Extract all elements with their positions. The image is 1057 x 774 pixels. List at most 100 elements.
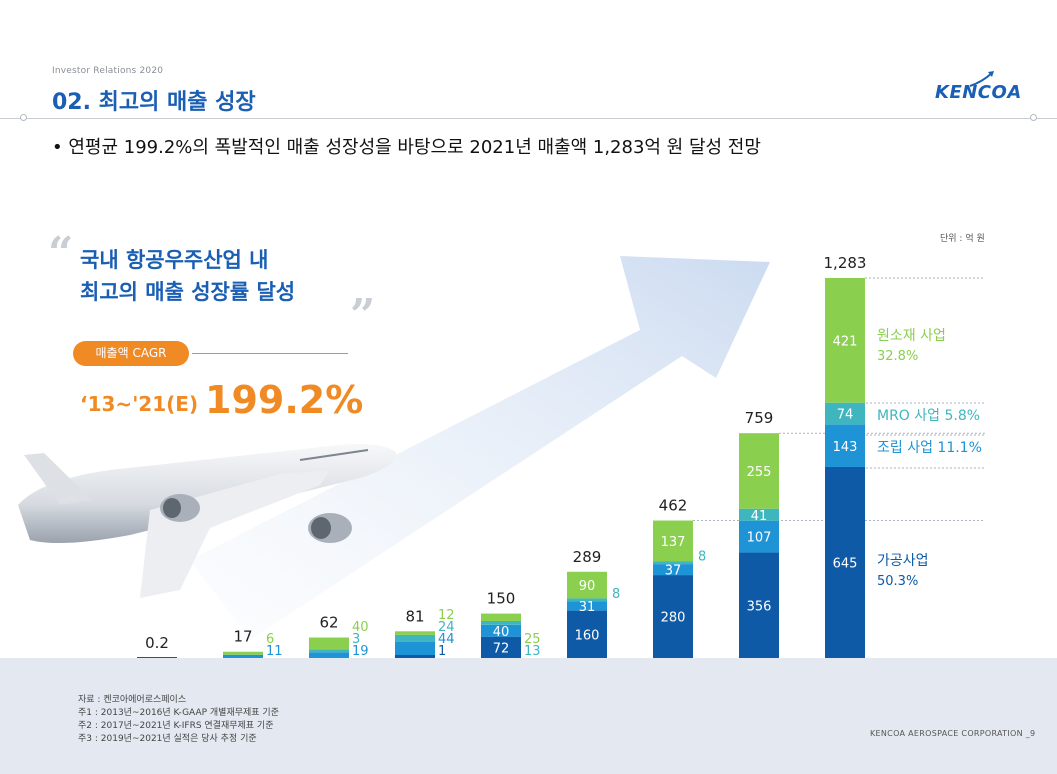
bar-total-label: 17: [233, 628, 252, 646]
note-line: 주2 : 2017년~2021년 K-IFRS 연결재무제표 기준: [78, 721, 274, 731]
segment-value-label: 31: [579, 600, 596, 615]
bar-total-label: 150: [487, 590, 516, 608]
segment-value-label: 137: [661, 535, 686, 550]
segment-value-label: 255: [747, 465, 772, 480]
segment-value-label: 421: [833, 334, 858, 349]
segment-value-label: 3: [352, 632, 360, 647]
bar-segment: [481, 613, 521, 621]
legend-label: 가공사업: [877, 553, 929, 569]
bar-segment: [481, 636, 521, 658]
legend-share: 32.8%: [877, 349, 918, 364]
segment-value-label: 12: [438, 608, 455, 623]
segment-value-label: 280: [661, 611, 686, 626]
cagr-divider: [192, 353, 348, 354]
bar-segment: [223, 651, 263, 655]
bar-segment: [739, 433, 779, 509]
segment-value-label: 90: [579, 579, 596, 594]
slogan: 국내 항공우주산업 내 최고의 매출 성장률 달성: [80, 244, 295, 308]
bar-total-label: 0.2: [145, 634, 169, 652]
bar-segment: [309, 649, 349, 653]
page-title: 02. 최고의 매출 성장: [52, 90, 256, 115]
segment-value-label: 74: [837, 408, 854, 423]
bar-segment: [395, 634, 435, 642]
segment-value-label: 8: [698, 550, 706, 565]
bar-segment: [653, 564, 693, 576]
segment-value-label: 44: [438, 632, 455, 647]
segment-value-label: 25: [524, 632, 541, 647]
bar-total-label: 759: [745, 409, 774, 427]
cagr-badge: 매출액 CAGR: [73, 341, 189, 366]
segment-value-label: 37: [665, 564, 682, 579]
segment-value-label: 143: [833, 440, 858, 455]
bar-segment: [567, 601, 607, 611]
bar-segment: [223, 654, 263, 658]
unit-label: 단위 : 억 원: [940, 234, 985, 244]
bar-segment: [653, 561, 693, 565]
bar-segment: [481, 624, 521, 637]
segment-value-label: 19: [352, 644, 369, 659]
segment-value-label: 40: [352, 620, 369, 635]
bar-total-label: 1,283: [824, 254, 867, 272]
bar-segment: [653, 520, 693, 562]
segment-value-label: 13: [524, 644, 541, 659]
bar-segment: [395, 655, 435, 658]
source-notes: 자료 : 켄코아에어로스페이스 주1 : 2013년~2016년 K-GAAP …: [78, 694, 279, 746]
note-line: 자료 : 켄코아에어로스페이스: [78, 695, 187, 705]
airplane-image: [18, 444, 397, 598]
segment-value-label: 6: [266, 632, 274, 647]
bar-segment: [567, 598, 607, 602]
bar-total-label: 462: [659, 497, 688, 515]
bar-segment: [309, 652, 349, 658]
header-divider: [0, 118, 1057, 119]
segment-value-label: 107: [747, 531, 772, 546]
legend-label: MRO 사업 5.8%: [877, 408, 980, 424]
company-logo: KENCOA: [935, 82, 1022, 103]
footer-band: [0, 658, 1057, 774]
segment-value-label: 8: [612, 587, 620, 602]
note-line: 주1 : 2013년~2016년 K-GAAP 개별재무제표 기준: [78, 708, 279, 718]
footer-corporation: KENCOA AEROSPACE CORPORATION _9: [870, 729, 1036, 738]
segment-value-label: 160: [575, 628, 600, 643]
bar-segment: [395, 641, 435, 655]
bar-segment: [137, 657, 177, 658]
legend-label: 조립 사업 11.1%: [877, 440, 982, 456]
bar-segment: [739, 552, 779, 658]
cagr-period: ‘13~'21(E): [80, 392, 199, 416]
growth-arrow: [190, 256, 770, 640]
close-quote-mark: ”: [350, 290, 376, 341]
bar-segment: [395, 631, 435, 635]
bar-segment: [825, 402, 865, 425]
segment-value-label: 24: [438, 620, 455, 635]
segment-value-label: 356: [747, 599, 772, 614]
bar-segment: [825, 466, 865, 658]
segment-value-label: 72: [493, 641, 510, 656]
bar-segment: [567, 571, 607, 599]
bar-total-label: 62: [319, 614, 338, 632]
slogan-line-1: 국내 항공우주산업 내: [80, 248, 269, 272]
segment-value-label: 645: [833, 556, 858, 571]
bar-segment: [481, 620, 521, 625]
slogan-line-2: 최고의 매출 성장률 달성: [80, 280, 296, 304]
bar-total-label: 81: [405, 607, 424, 625]
note-line: 주3 : 2019년~2021년 실적은 당사 추정 기준: [78, 734, 257, 744]
bar-segment: [825, 424, 865, 467]
legend-share: 50.3%: [877, 574, 918, 589]
headline: • 연평균 199.2%의 폭발적인 매출 성장성을 바탕으로 2021년 매출…: [52, 137, 761, 158]
bar-segment: [309, 637, 349, 650]
segment-value-label: 41: [751, 509, 768, 524]
logo-arrow-icon: [969, 71, 994, 87]
bar-segment: [739, 520, 779, 553]
divider-dot-right: [1030, 114, 1037, 121]
legend-label: 원소재 사업: [877, 328, 946, 344]
segment-value-label: 40: [493, 625, 510, 640]
divider-dot-left: [20, 114, 27, 121]
cagr-value: 199.2%: [205, 378, 364, 422]
bar-total-label: 289: [573, 548, 602, 566]
bar-segment: [739, 508, 779, 521]
bar-segment: [567, 610, 607, 658]
open-quote-mark: “: [48, 228, 74, 279]
ir-label: Investor Relations 2020: [52, 66, 164, 76]
segment-value-label: 11: [266, 644, 283, 659]
bar-segment: [653, 575, 693, 658]
